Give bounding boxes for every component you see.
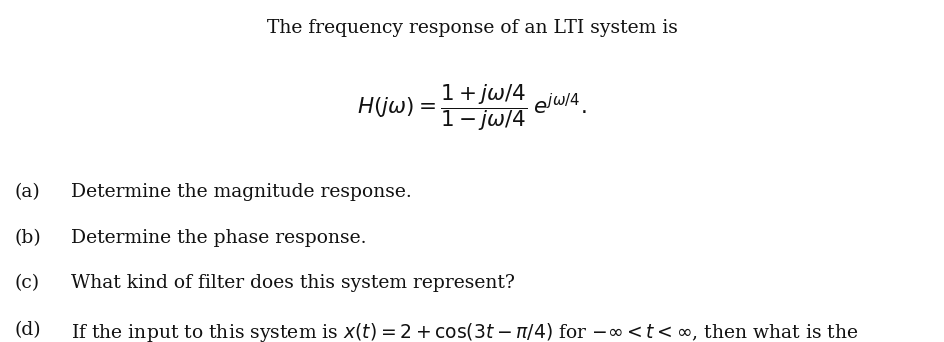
Text: (d): (d) — [14, 321, 41, 339]
Text: (c): (c) — [14, 274, 40, 292]
Text: Determine the phase response.: Determine the phase response. — [71, 229, 366, 247]
Text: The frequency response of an LTI system is: The frequency response of an LTI system … — [266, 19, 678, 37]
Text: (a): (a) — [14, 183, 40, 201]
Text: What kind of filter does this system represent?: What kind of filter does this system rep… — [71, 274, 514, 292]
Text: If the input to this system is $x(t) = 2 + \cos(3t - \pi/4)$ for $-\infty < t < : If the input to this system is $x(t) = 2… — [71, 321, 858, 342]
Text: Determine the magnitude response.: Determine the magnitude response. — [71, 183, 412, 201]
Text: (b): (b) — [14, 229, 41, 247]
Text: $H(j\omega) = \dfrac{1 + j\omega/4}{1 - j\omega/4}\; e^{j\omega/4}.$: $H(j\omega) = \dfrac{1 + j\omega/4}{1 - … — [357, 82, 587, 133]
